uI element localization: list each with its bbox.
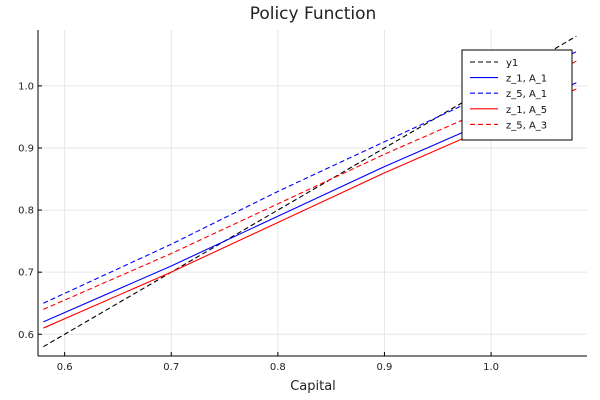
chart-title: Policy Function <box>250 4 377 24</box>
legend-entry-label: z_5, A_1 <box>506 89 547 100</box>
legend-entry-label: z_5, A_3 <box>506 120 547 131</box>
x-tick-labels: 0.6 0.7 0.8 0.9 1.0 <box>57 352 499 373</box>
x-tick-label: 0.8 <box>270 362 286 373</box>
x-tick-label: 1.0 <box>483 362 499 373</box>
y-tick-label: 0.9 <box>18 143 34 154</box>
y-tick-label: 0.8 <box>18 206 34 217</box>
legend-entry-label: z_1, A_1 <box>506 74 547 85</box>
y-tick-label: 0.6 <box>18 330 34 341</box>
y-tick-labels: 0.6 0.7 0.8 0.9 1.0 <box>18 81 42 341</box>
legend-entry-label: y1 <box>506 58 518 69</box>
x-tick-label: 0.6 <box>57 362 73 373</box>
axes <box>37 30 587 357</box>
y-tick-label: 0.7 <box>18 268 34 279</box>
x-axis-label: Capital <box>290 379 336 394</box>
legend-entry-label: z_1, A_5 <box>506 105 547 116</box>
x-tick-label: 0.7 <box>163 362 179 373</box>
legend-box <box>461 49 573 141</box>
legend: y1 z_1, A_1 z_5, A_1 z_1, A_5 z_5, A_3 <box>461 49 573 141</box>
x-tick-label: 0.9 <box>377 362 393 373</box>
y-tick-label: 1.0 <box>18 81 34 92</box>
